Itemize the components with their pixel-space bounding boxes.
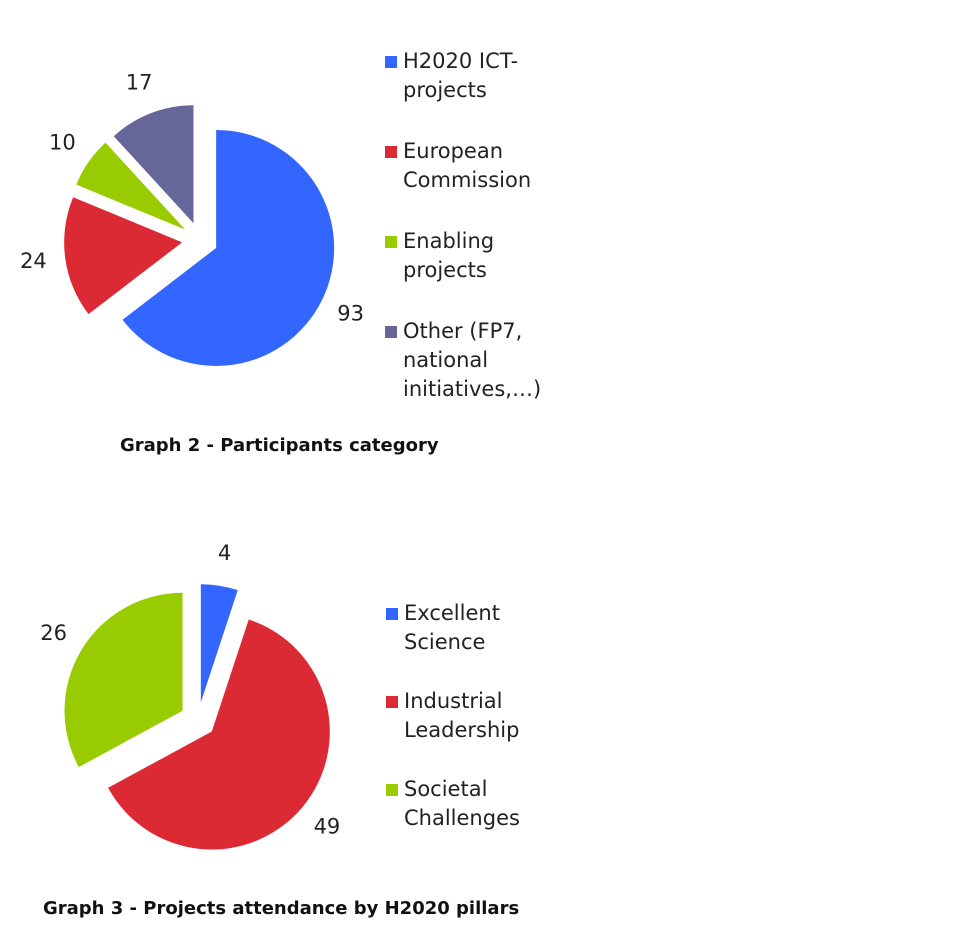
data-label: 49 [314,815,341,839]
data-label: 26 [40,621,67,645]
data-label: 17 [126,70,153,94]
legend-label: Societal Challenges [404,777,520,830]
pie-slice [64,197,183,315]
pie-slice [64,592,183,768]
legend-item: European Commission [385,137,563,195]
legend-label: Enabling projects [403,229,495,282]
legend-label: Excellent Science [404,601,500,654]
legend-swatch [385,146,397,158]
data-label: 4 [218,541,231,565]
legend-label: European Commission [403,139,532,192]
legend-item: Excellent Science [386,599,564,657]
legend-item: Industrial Leadership [386,687,564,745]
legend-swatch [386,784,398,796]
pie-slice [108,619,330,850]
legend-swatch [385,326,397,338]
legend-item: H2020 ICT-projects [385,47,563,105]
legend-swatch [386,696,398,708]
legend-label: Industrial Leadership [404,689,520,742]
data-label: 10 [49,131,76,155]
chart-caption: Graph 2 - Participants category [120,435,439,456]
legend-item: Societal Challenges [386,775,564,833]
pie-slice [200,584,238,703]
legend-swatch [386,608,398,620]
legend-item: Enabling projects [385,227,563,285]
data-label: 24 [20,249,47,273]
legend-label: H2020 ICT-projects [403,49,519,102]
data-label: 93 [337,301,364,325]
pie-slice [76,142,186,230]
pie-slice [122,129,335,366]
legend-swatch [385,56,397,68]
chart-caption: Graph 3 - Projects attendance by H2020 p… [43,898,520,919]
legend-label: Other (FP7, national initiatives,…) [403,319,542,401]
pie-slice [113,105,194,224]
legend-item: Other (FP7, national initiatives,…) [385,317,563,404]
legend-swatch [385,236,397,248]
